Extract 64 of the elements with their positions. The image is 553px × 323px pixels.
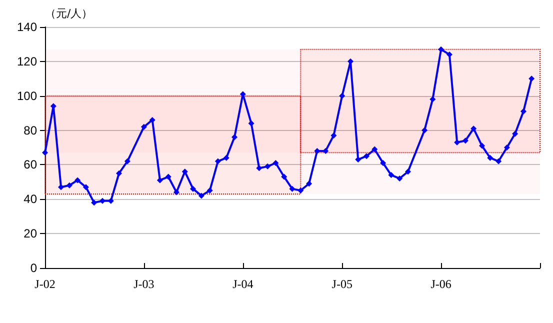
point <box>182 168 188 175</box>
point <box>91 200 98 206</box>
y-tick-label: 140 <box>16 20 38 34</box>
point <box>173 189 180 196</box>
point <box>156 177 163 184</box>
point <box>198 192 204 199</box>
y-axis-title: （元/人） <box>45 7 93 20</box>
point <box>248 120 254 126</box>
point <box>42 150 48 156</box>
point <box>528 76 535 82</box>
point <box>520 108 526 114</box>
point <box>58 184 64 190</box>
point <box>149 116 156 123</box>
point <box>206 188 213 194</box>
point <box>289 186 296 192</box>
point <box>430 96 436 102</box>
point <box>462 138 468 144</box>
point <box>364 153 370 160</box>
y-tick-label: 60 <box>24 158 38 172</box>
point <box>478 142 485 149</box>
point <box>298 188 304 194</box>
point <box>404 168 411 175</box>
point <box>82 184 89 190</box>
point <box>99 198 106 204</box>
point <box>272 160 279 166</box>
point <box>355 156 362 163</box>
y-tick-label: 20 <box>24 226 38 241</box>
point <box>223 154 230 161</box>
point <box>380 160 386 166</box>
point <box>231 134 238 140</box>
point <box>339 92 346 99</box>
point <box>422 127 428 134</box>
point <box>306 180 312 187</box>
y-tick-label: 40 <box>24 192 38 206</box>
point <box>504 144 510 150</box>
point <box>330 132 337 138</box>
point <box>470 126 477 132</box>
point <box>438 46 444 52</box>
point <box>372 146 378 152</box>
point <box>487 154 494 161</box>
point <box>396 175 403 182</box>
point <box>66 182 72 188</box>
y-tick-label: 80 <box>24 123 38 138</box>
point <box>124 158 130 164</box>
point <box>116 170 122 176</box>
x-tick-label: J-06 <box>430 277 452 291</box>
y-tick-label: 100 <box>16 88 38 103</box>
point <box>190 186 196 192</box>
x-tick-label: J-04 <box>232 277 254 291</box>
x-tick-label: J-05 <box>332 277 352 291</box>
point <box>512 130 518 137</box>
point <box>388 172 394 178</box>
point <box>140 124 147 130</box>
point <box>214 158 221 164</box>
y-tick-label: 0 <box>30 261 38 275</box>
point <box>496 158 502 164</box>
point <box>165 174 172 180</box>
point <box>281 174 288 180</box>
point <box>74 177 81 184</box>
x-tick-label: J-02 <box>34 277 56 291</box>
point <box>264 163 271 170</box>
y-tick-label: 120 <box>16 54 38 68</box>
x-tick-label: J-03 <box>134 277 154 291</box>
point <box>256 165 262 172</box>
